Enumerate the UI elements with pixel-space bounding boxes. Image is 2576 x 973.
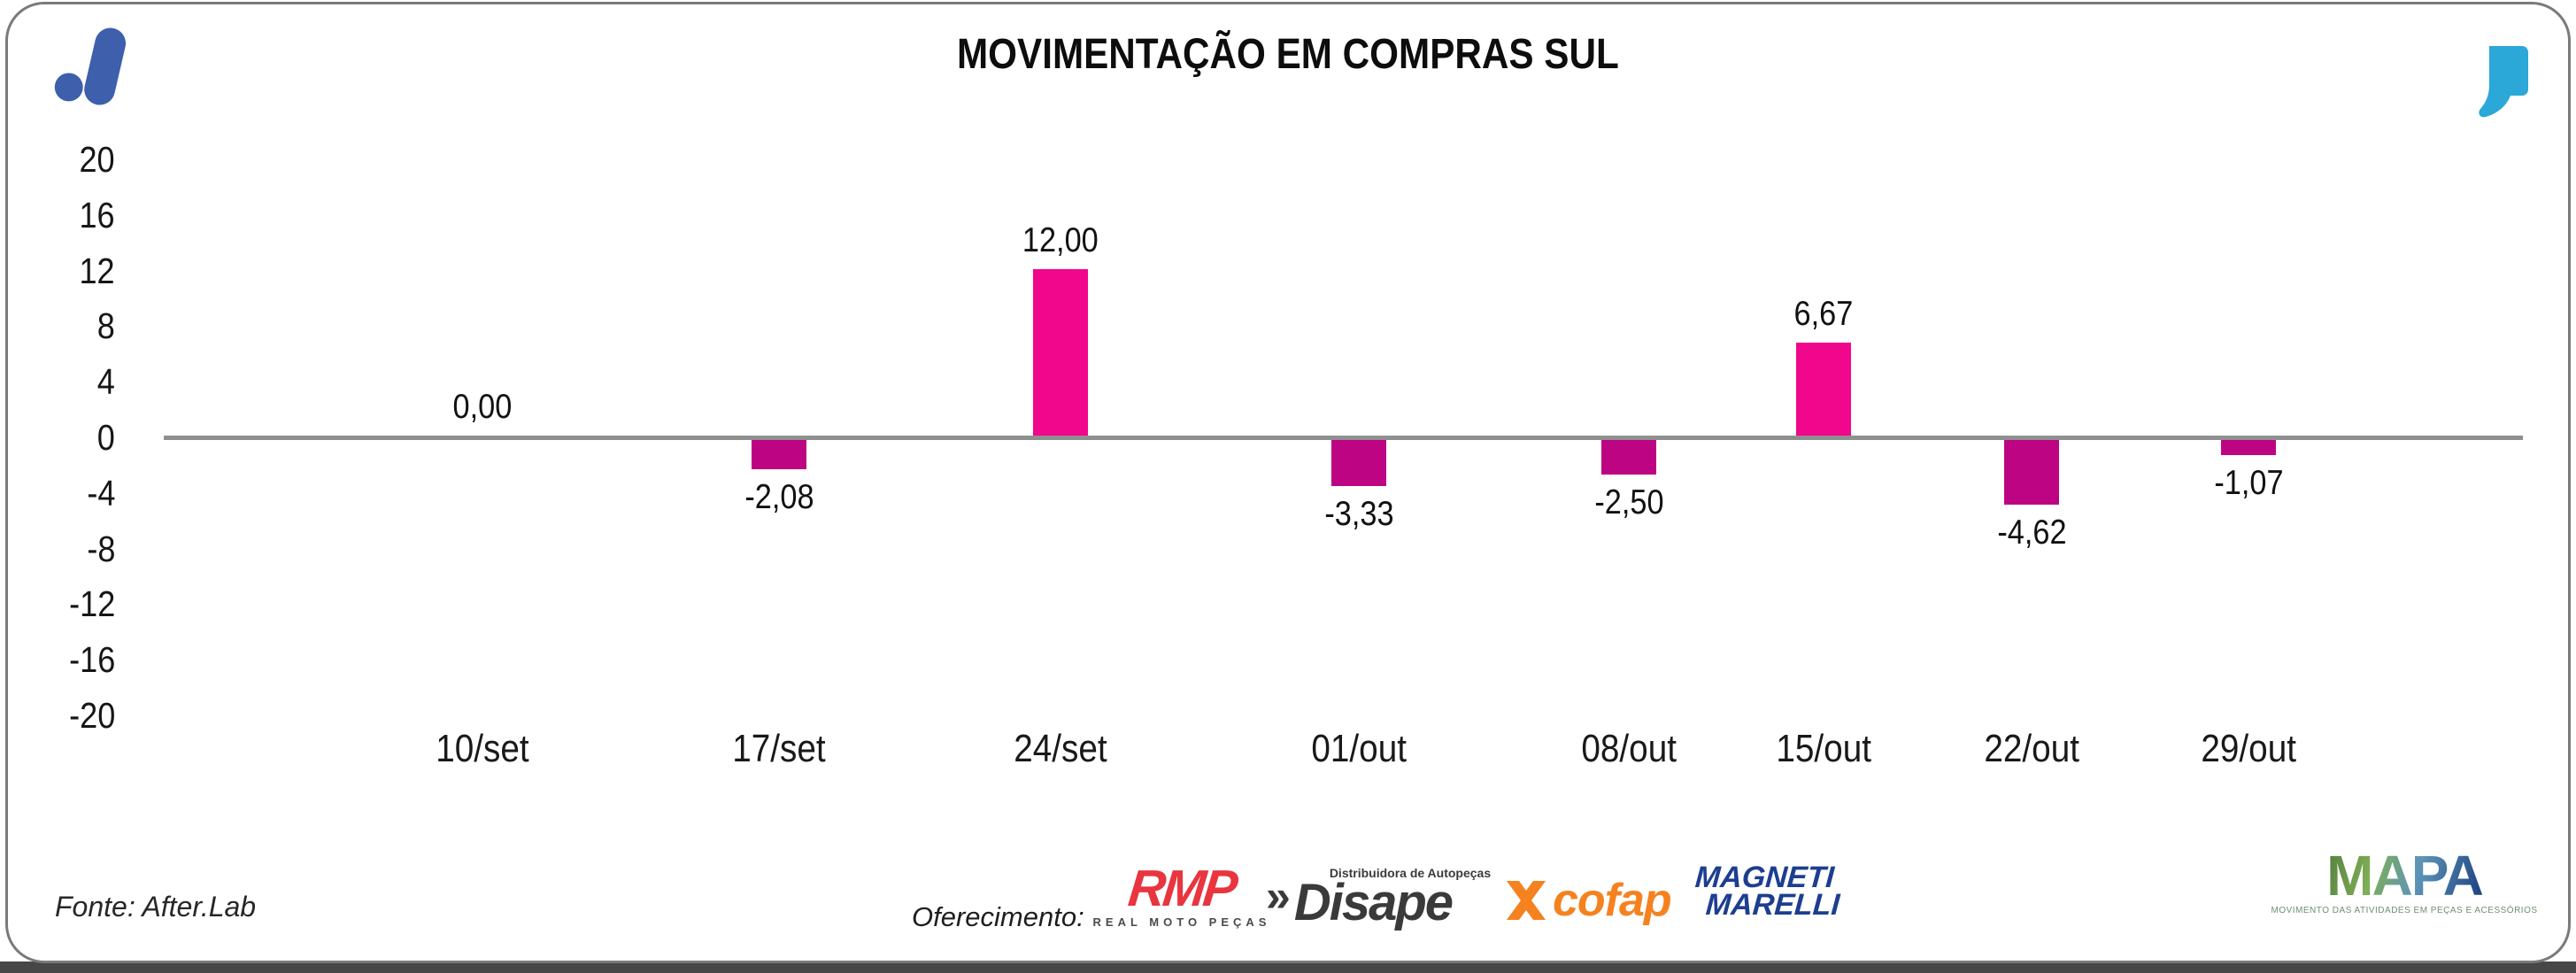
y-axis-tick-label: 4 — [96, 361, 115, 403]
x-axis-category-label: 08/out — [1581, 727, 1677, 770]
mapa-logo-text: MAPA — [2326, 844, 2484, 907]
rmp-logo-subtext: REAL MOTO PEÇAS — [1092, 915, 1271, 929]
cofap-x-icon — [1507, 881, 1546, 920]
disape-text-block: Distribuidora de Autopeças Disape — [1293, 866, 1492, 931]
bar-negative — [2221, 440, 2276, 455]
bar-value-label: -3,33 — [1323, 495, 1394, 533]
rmp-logo-text: RMP — [1125, 860, 1238, 917]
bar-value-label: 6,67 — [1793, 295, 1854, 333]
disape-logo-text: Disape — [1293, 874, 1454, 931]
y-axis-tick-label: -20 — [68, 695, 115, 736]
bar-positive — [1033, 269, 1088, 436]
bar-positive — [1796, 343, 1851, 436]
y-axis-tick-label: -12 — [68, 583, 115, 625]
x-axis-category-label: 15/out — [1776, 727, 1871, 770]
bar-negative — [2004, 440, 2059, 505]
bar-value-label: 0,00 — [452, 388, 513, 426]
bar-negative — [1331, 440, 1386, 486]
cofap-logo: cofap — [1507, 875, 1672, 926]
x-axis-category-label: 17/set — [732, 727, 826, 770]
y-axis-tick-label: -4 — [86, 472, 115, 514]
x-axis-category-label: 24/set — [1014, 727, 1107, 770]
disape-logo-subtext: Distribuidora de Autopeças — [1329, 866, 1492, 880]
disape-chevrons-icon: » — [1266, 871, 1291, 921]
afterlab-logo-icon — [54, 27, 127, 105]
magneti-logo-line2: MARELLI — [1704, 888, 1841, 922]
x-axis-category-label: 01/out — [1311, 727, 1407, 770]
y-axis-tick-label: 0 — [96, 417, 115, 458]
x-axis-category-label: 10/set — [436, 727, 529, 770]
zero-axis-line — [164, 436, 2523, 440]
bar-value-label: -4,62 — [1996, 514, 2067, 552]
cofap-logo-text: cofap — [1553, 875, 1672, 926]
y-axis-tick-label: 16 — [79, 194, 115, 236]
bar-negative — [1601, 440, 1656, 475]
quote-mark-icon — [2479, 46, 2528, 118]
chart-title: MOVIMENTAÇÃO EM COMPRAS SUL — [0, 30, 2576, 79]
bar-value-label: -1,07 — [2213, 464, 2284, 502]
y-axis-tick-label: 12 — [79, 250, 115, 291]
bar-negative — [752, 440, 806, 469]
chart-card — [5, 2, 2571, 963]
y-axis-tick-label: -16 — [68, 639, 115, 681]
y-axis-tick-label: 20 — [79, 139, 115, 180]
magneti-marelli-logo: MAGNETI MARELLI — [1694, 861, 1841, 922]
y-axis-tick-label: 8 — [96, 305, 115, 347]
chart-title-text: MOVIMENTAÇÃO EM COMPRAS SUL — [957, 31, 1619, 78]
bar-value-label: -2,08 — [744, 478, 814, 516]
rmp-logo: RMP REAL MOTO PEÇAS — [1093, 860, 1267, 929]
x-axis-category-label: 22/out — [1984, 727, 2079, 770]
x-axis-category-label: 29/out — [2201, 727, 2296, 770]
mapa-logo: MAPA MOVIMENTO DAS ATIVIDADES EM PEÇAS E… — [2271, 844, 2537, 915]
mapa-logo-tagline: MOVIMENTO DAS ATIVIDADES EM PEÇAS E ACES… — [2271, 906, 2538, 915]
y-axis-tick-label: -8 — [86, 528, 115, 569]
bottom-strip — [0, 961, 2576, 973]
sponsors-label: Oferecimento: — [912, 901, 1084, 932]
source-note: Fonte: After.Lab — [55, 891, 257, 923]
bar-value-label: -2,50 — [1593, 483, 1664, 521]
bar-value-label: 12,00 — [1022, 221, 1099, 259]
disape-logo: » Distribuidora de Autopeças Disape — [1266, 866, 1492, 931]
